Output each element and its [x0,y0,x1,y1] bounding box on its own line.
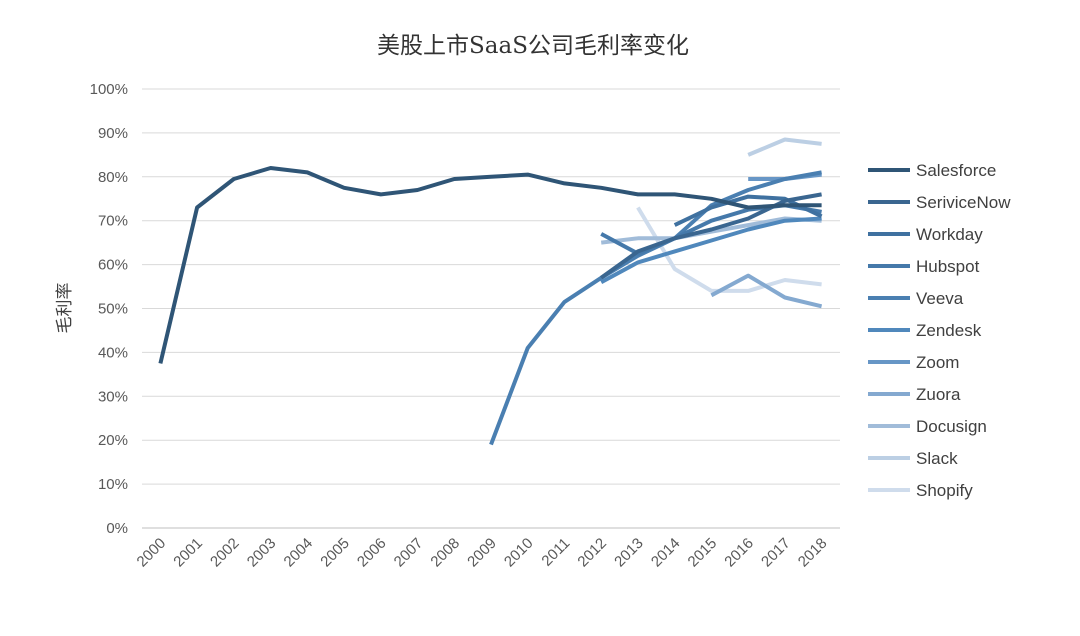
x-tick-label: 2004 [281,535,317,571]
gridlines [142,88,840,529]
series-lines [158,137,823,446]
series-line-zuora [710,273,823,309]
x-axis-ticks: 2000 2001 2002 2003 2004 2005 2006 2007 2008 2009… [134,535,831,571]
y-axis-ticks: 0% 10% 20% 30% 40% 50% 60% 70% 80% 90% 100% [90,81,128,537]
x-tick-label: 2003 [244,535,280,571]
x-tick-label: 2009 [464,535,500,571]
legend-label: Slack [916,449,958,468]
y-tick-label: 60% [98,257,128,274]
y-tick-label: 0% [106,520,128,537]
series-line-zendesk [600,216,822,284]
x-tick-label: 2012 [574,535,610,571]
x-tick-label: 2017 [758,535,794,571]
x-tick-label: 2007 [391,535,427,571]
legend-label: Zuora [916,385,961,404]
series-line-serivicenow [600,192,822,280]
x-tick-label: 2005 [317,535,353,571]
x-tick-label: 2018 [795,535,831,571]
legend-label: Workday [916,225,983,244]
y-tick-label: 20% [98,432,128,449]
y-tick-label: 30% [98,388,128,405]
x-tick-label: 2008 [427,535,463,571]
legend-label: Hubspot [916,257,980,276]
y-tick-label: 100% [90,81,128,98]
legend-label: Zendesk [916,321,982,340]
legend: Salesforce SeriviceNow Workday Hubspot Veeva… [868,161,1011,500]
y-tick-label: 70% [98,213,128,230]
legend-label: Shopify [916,481,973,500]
legend-label: Veeva [916,289,964,308]
series-line-salesforce [158,166,822,364]
legend-label: SeriviceNow [916,193,1011,212]
legend-label: Zoom [916,353,959,372]
y-tick-label: 80% [98,169,128,186]
series-line-shopify [636,206,822,293]
x-tick-label: 2010 [501,535,537,571]
y-tick-label: 90% [98,125,128,142]
x-tick-label: 2001 [170,535,206,571]
y-tick-label: 50% [98,301,128,318]
x-tick-label: 2013 [611,535,647,571]
series-line-slack [747,137,822,157]
legend-label: Salesforce [916,161,996,180]
y-axis-label: 毛利率 [55,283,75,334]
legend-label: Docusign [916,417,987,436]
x-tick-label: 2011 [538,535,573,570]
series-line-docusign [600,216,822,245]
x-tick-label: 2000 [134,535,170,571]
x-tick-label: 2006 [354,535,390,571]
x-tick-label: 2002 [207,535,243,571]
x-tick-label: 2014 [648,535,684,571]
x-tick-label: 2016 [721,535,757,571]
y-tick-label: 40% [98,344,128,361]
y-tick-label: 10% [98,476,128,493]
x-tick-label: 2015 [685,535,721,571]
chart-title: 美股上市SaaS公司毛利率变化 [377,33,689,59]
